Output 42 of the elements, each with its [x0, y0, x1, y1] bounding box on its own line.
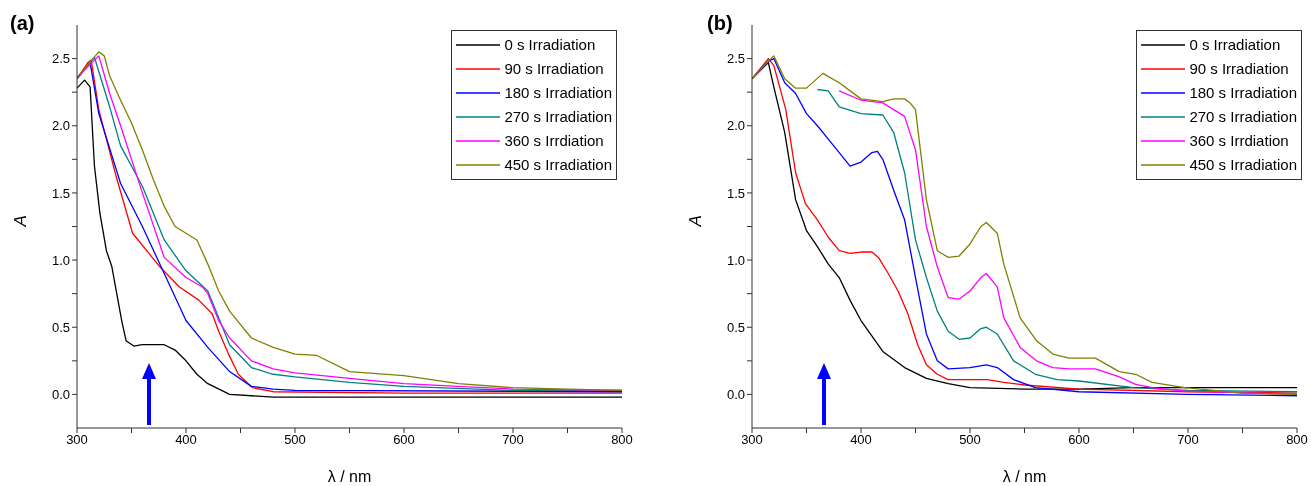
legend-label: 0 s Irradiation [1189, 35, 1281, 55]
x-tick-label: 400 [175, 432, 197, 448]
y-tick-label: 2.5 [726, 51, 745, 67]
x-tick-label: 700 [1177, 432, 1199, 448]
legend-label: 450 s Irradiation [504, 155, 612, 175]
legend-label: 90 s Irradiation [1189, 59, 1289, 79]
y-tick-label: 1.0 [51, 252, 70, 268]
legend-label: 360 s Irrdiation [504, 131, 604, 151]
x-tick-label: 300 [741, 432, 763, 448]
x-tick-label: 800 [611, 432, 633, 448]
x-tick-label: 800 [1286, 432, 1308, 448]
y-tick-label: 0.0 [51, 387, 70, 403]
legend-label: 360 s Irrdiation [1189, 131, 1289, 151]
y-tick-label: 2.0 [726, 118, 745, 134]
legend-label: 180 s Irradiation [1189, 83, 1297, 103]
y-axis-title: A [686, 215, 706, 228]
chart-title: (a) [10, 12, 35, 35]
y-tick-label: 0.0 [726, 387, 745, 403]
x-axis-title: λ / nm [1002, 468, 1047, 485]
x-tick-label: 600 [1068, 432, 1090, 448]
y-tick-label: 1.5 [51, 185, 70, 201]
legend-label: 270 s Irradiation [504, 107, 612, 127]
x-tick-label: 500 [284, 432, 306, 448]
legend-label: 180 s Irradiation [504, 83, 612, 103]
y-tick-label: 1.0 [726, 252, 745, 268]
x-tick-label: 700 [502, 432, 524, 448]
y-tick-label: 0.5 [51, 319, 70, 335]
y-tick-label: 1.5 [726, 185, 745, 201]
y-tick-label: 2.0 [51, 118, 70, 134]
y-tick-label: 2.5 [51, 51, 70, 67]
x-tick-label: 500 [959, 432, 981, 448]
x-tick-label: 600 [393, 432, 415, 448]
x-tick-label: 400 [850, 432, 872, 448]
x-axis-title: λ / nm [327, 468, 372, 485]
x-tick-label: 300 [66, 432, 88, 448]
chart-title: (b) [707, 12, 733, 35]
y-tick-label: 0.5 [726, 319, 745, 335]
y-axis-title: A [11, 215, 31, 228]
legend-label: 270 s Irradiation [1189, 107, 1297, 127]
legend-label: 450 s Irradiation [1189, 155, 1297, 175]
legend-label: 0 s Irradiation [504, 35, 596, 55]
legend-label: 90 s Irradiation [504, 59, 604, 79]
